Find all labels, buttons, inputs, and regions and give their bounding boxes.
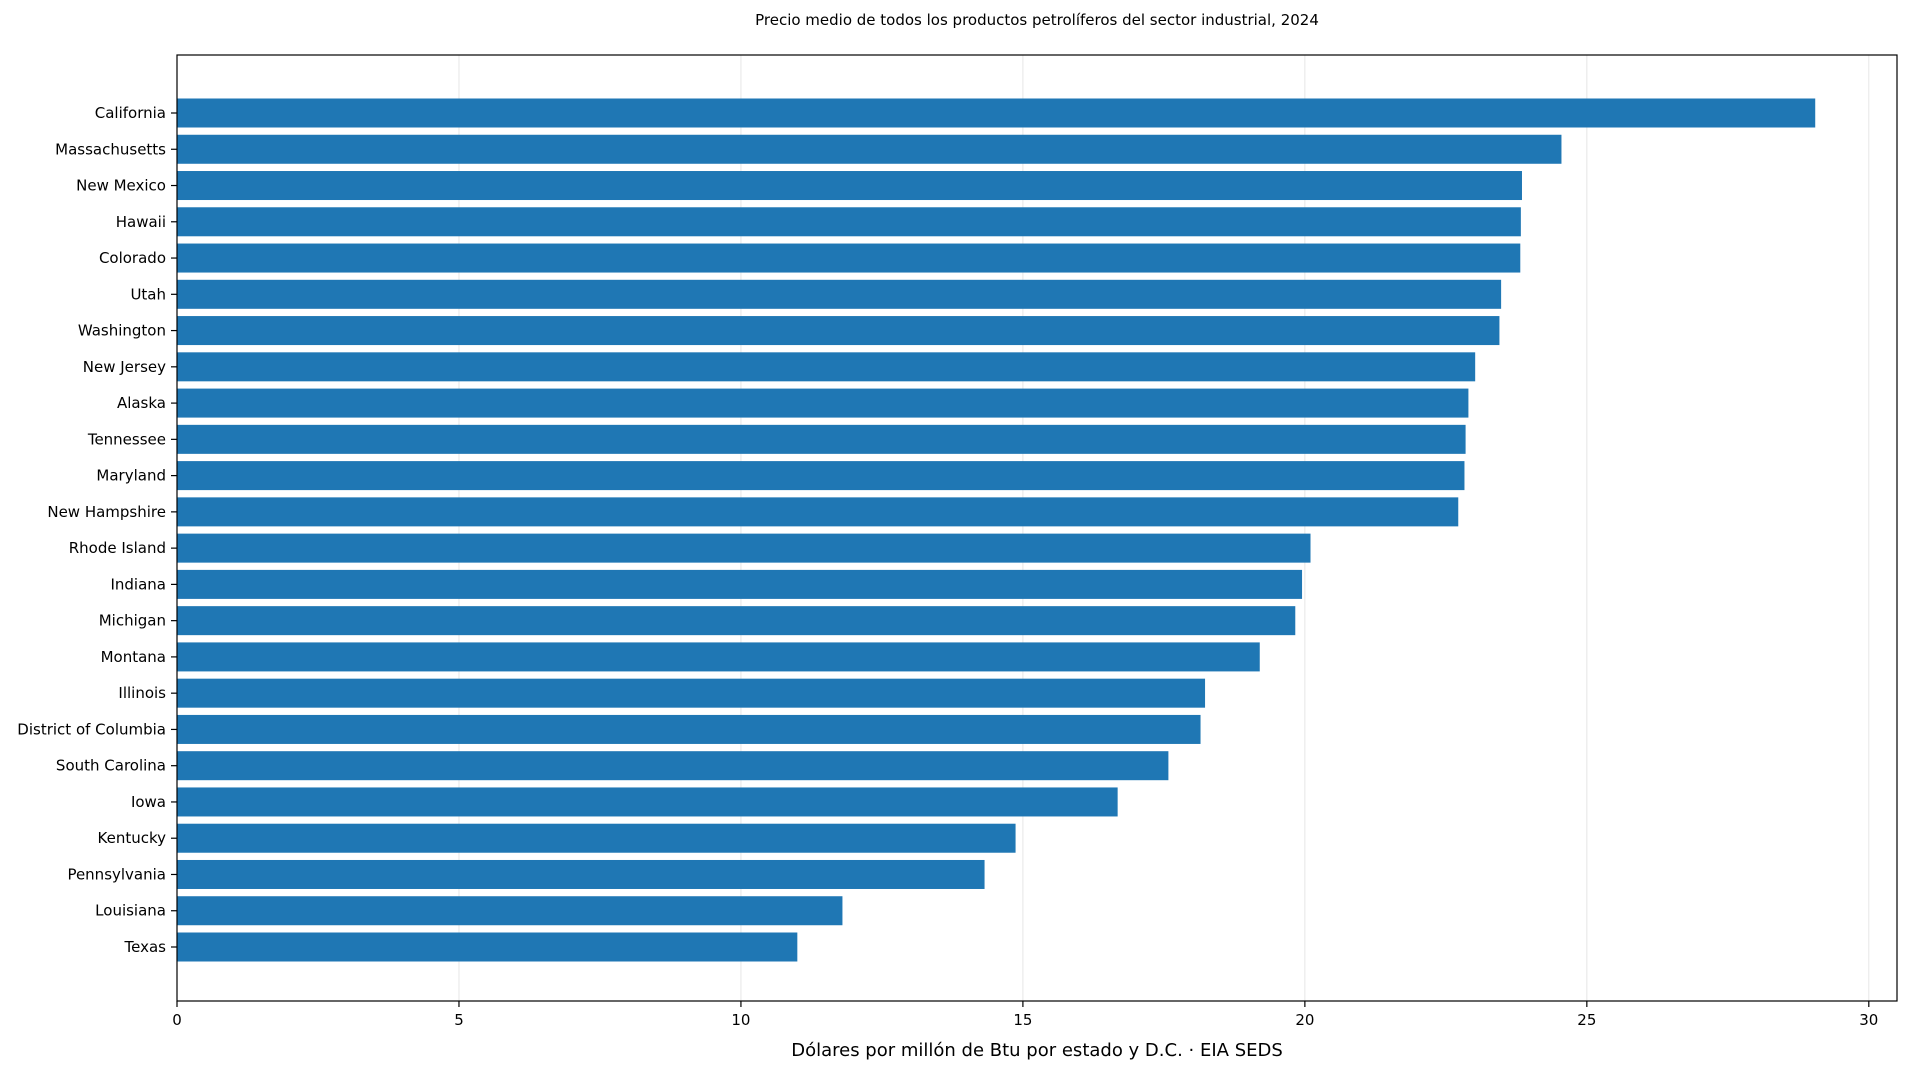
bar (177, 243, 1521, 273)
bar (177, 932, 798, 962)
y-tick-label: New Mexico (76, 177, 166, 195)
y-tick-label: Rhode Island (69, 539, 166, 557)
y-tick-label: Colorado (99, 249, 166, 267)
bar (177, 642, 1260, 672)
bar (177, 533, 1311, 563)
y-tick-label: Texas (124, 938, 167, 956)
bar (177, 497, 1459, 527)
x-tick-label: 25 (1577, 1011, 1596, 1029)
y-tick-label: Kentucky (98, 829, 167, 847)
bar (177, 823, 1016, 853)
bar (177, 316, 1500, 346)
plot-frame (176, 54, 1898, 1002)
y-tick-label: New Jersey (83, 358, 166, 376)
bar (177, 569, 1303, 599)
y-tick-label: Indiana (110, 575, 166, 593)
x-tick-label: 0 (172, 1011, 182, 1029)
bar (177, 134, 1562, 164)
chart-title: Precio medio de todos los productos petr… (755, 11, 1319, 29)
x-tick-label: 5 (454, 1011, 464, 1029)
y-tick-label: Hawaii (116, 213, 166, 231)
x-tick-label: 10 (731, 1011, 750, 1029)
x-tick-labels: 0 5 10 15 20 25 30 (172, 1001, 1878, 1029)
y-tick-label: Illinois (118, 684, 166, 702)
bar (177, 678, 1206, 708)
y-tick-label: District of Columbia (17, 720, 166, 738)
bar (177, 279, 1502, 309)
y-tick-label: Alaska (117, 394, 166, 412)
bar (177, 751, 1169, 781)
x-tick-label: 15 (1013, 1011, 1032, 1029)
bar (177, 388, 1469, 418)
y-tick-label: Iowa (131, 793, 166, 811)
bar (177, 171, 1522, 201)
bar (177, 461, 1465, 491)
y-tick-label: Pennsylvania (67, 865, 166, 883)
y-tick-label: Utah (130, 285, 166, 303)
bar (177, 859, 985, 889)
y-tick-label: Washington (78, 322, 166, 340)
bar (177, 714, 1201, 744)
bar (177, 606, 1296, 636)
bar (177, 98, 1816, 128)
y-tick-label: California (95, 104, 166, 122)
y-tick-label: South Carolina (56, 757, 166, 775)
y-tick-label: New Hampshire (47, 503, 166, 521)
bar (177, 352, 1476, 382)
bar (177, 787, 1118, 817)
y-tick-labels: California Massachusetts New Mexico Hawaii C… (17, 104, 177, 956)
y-tick-label: Montana (101, 648, 166, 666)
bar (177, 207, 1521, 237)
y-tick-label: Tennessee (87, 430, 166, 448)
bars (177, 98, 1816, 962)
x-axis-label: Dólares por millón de Btu por estado y D… (791, 1040, 1283, 1061)
y-tick-label: Massachusetts (55, 140, 166, 158)
y-tick-label: Michigan (99, 612, 166, 630)
y-tick-label: Louisiana (95, 902, 166, 920)
y-tick-label: Maryland (96, 467, 166, 485)
bar (177, 424, 1466, 454)
bar (177, 896, 843, 926)
x-tick-label: 20 (1295, 1011, 1314, 1029)
x-tick-label: 30 (1859, 1011, 1878, 1029)
